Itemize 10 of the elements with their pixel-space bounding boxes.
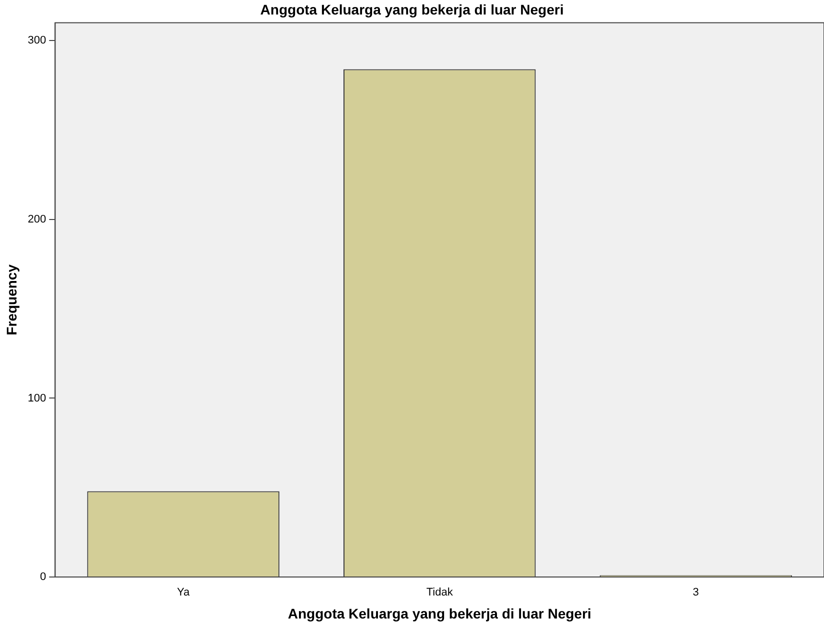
y-tick-label: 100 [28, 392, 46, 404]
x-tick-label: Ya [176, 586, 190, 599]
y-axis-title: Frequency [3, 264, 20, 336]
x-tick-label: 3 [692, 586, 699, 599]
y-tick-label: 200 [28, 213, 46, 226]
chart-title: Anggota Keluarga yang bekerja di luar Negeri [260, 1, 564, 18]
x-tick-label: Tidak [426, 586, 454, 599]
x-axis-title: Anggota Keluarga yang bekerja di luar Negeri [288, 605, 592, 622]
y-tick-label: 300 [28, 34, 46, 47]
y-tick-label: 0 [40, 571, 46, 584]
